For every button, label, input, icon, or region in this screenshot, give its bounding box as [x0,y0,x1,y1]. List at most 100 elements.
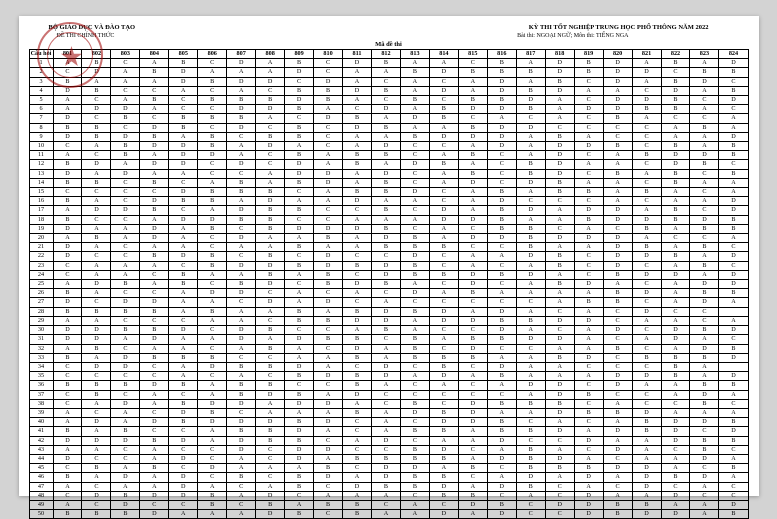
answer-cell: D [458,280,487,289]
answer-cell: C [169,261,198,270]
answer-cell: D [603,68,632,77]
answer-cell: A [458,510,487,519]
answer-cell: C [198,372,227,381]
answer-cell: C [140,500,169,509]
answer-cell: A [603,436,632,445]
answer-cell: D [371,372,400,381]
answer-cell: B [285,473,314,482]
answer-cell: C [719,335,748,344]
table-row: 5ACABCBBBDBACBCBBDACDDBCD [29,96,748,105]
answer-cell: C [314,381,343,390]
answer-cell: B [429,114,458,123]
answer-cell: C [256,160,285,169]
answer-cell: C [429,188,458,197]
answer-cell: C [198,160,227,169]
col-code: 814 [429,50,458,59]
answer-cell: B [487,372,516,381]
answer-cell: B [632,151,661,160]
answer-cell: B [458,96,487,105]
answer-cell: B [82,86,111,95]
answer-cell: A [429,436,458,445]
answer-cell: C [574,169,603,178]
answer-cell: A [169,132,198,141]
answer-cell: B [400,399,429,408]
answer-cell: B [400,344,429,353]
answer-cell: D [603,215,632,224]
answer-cell: C [400,178,429,187]
answer-cell: A [545,243,574,252]
answer-cell: C [343,464,372,473]
answer-cell: D [140,224,169,233]
question-number: 30 [29,326,53,335]
answer-cell: A [661,408,690,417]
answer-cell: B [632,188,661,197]
answer-cell: D [487,510,516,519]
table-row: 33BADBBBCCAABABBBAABDCBBBD [29,353,748,362]
answer-cell: D [487,105,516,114]
answer-cell: B [227,188,256,197]
answer-cell: C [487,344,516,353]
answer-cell: C [285,491,314,500]
answer-cell: A [632,436,661,445]
answer-cell: B [516,454,545,463]
answer-cell: A [343,326,372,335]
answer-cell: D [719,197,748,206]
answer-cell: D [82,68,111,77]
answer-cell: B [53,473,82,482]
answer-cell: A [603,178,632,187]
answer-cell: D [371,234,400,243]
answer-cell: D [545,234,574,243]
question-number: 7 [29,114,53,123]
answer-cell: A [111,418,140,427]
answer-cell: A [516,77,545,86]
answer-cell: C [690,464,719,473]
answer-cell: C [458,381,487,390]
answer-cell: A [198,482,227,491]
answer-cell: D [429,510,458,519]
answer-cell: B [343,353,372,362]
answer-cell: A [227,151,256,160]
table-row: 47ACAADACABCDBBDADBCACDCAC [29,482,748,491]
question-number: 17 [29,206,53,215]
answer-cell: B [719,436,748,445]
answer-cell: A [516,132,545,141]
col-code: 813 [400,50,429,59]
answer-cell: C [227,408,256,417]
answer-cell: D [516,252,545,261]
answer-cell: B [53,427,82,436]
ministry-name: BỘ GIÁO DỤC VÀ ĐÀO TẠO [49,24,136,31]
table-row: 25ADBABCBDCBDBACDCABDACADD [29,280,748,289]
question-number: 38 [29,399,53,408]
answer-cell: B [256,224,285,233]
answer-cell: D [169,142,198,151]
answer-cell: B [400,132,429,141]
answer-cell: C [574,261,603,270]
answer-cell: D [343,344,372,353]
answer-cell: A [256,59,285,68]
answer-cell: D [169,252,198,261]
answer-cell: A [314,243,343,252]
table-row: 27DCDDAACDADCACCCCCABBCADA [29,298,748,307]
answer-cell: A [111,270,140,279]
answer-cell: B [487,68,516,77]
answer-cell: D [719,59,748,68]
table-row: 8BBCDBCDCBCDBAABDDCCCCABA [29,123,748,132]
answer-cell: B [516,160,545,169]
answer-cell: A [574,482,603,491]
answer-cell: C [487,178,516,187]
answer-cell: B [227,381,256,390]
answer-cell: B [256,215,285,224]
answer-cell: B [603,344,632,353]
answer-cell: B [285,418,314,427]
col-code: 817 [516,50,545,59]
answer-cell: C [169,390,198,399]
answer-cell: D [53,86,82,95]
answer-cell: B [314,500,343,509]
answer-cell: D [458,178,487,187]
answer-cell: C [256,289,285,298]
answer-cell: D [256,261,285,270]
answer-cell: C [632,142,661,151]
answer-cell: A [111,96,140,105]
answer-cell: D [285,224,314,233]
answer-cell: D [285,454,314,463]
